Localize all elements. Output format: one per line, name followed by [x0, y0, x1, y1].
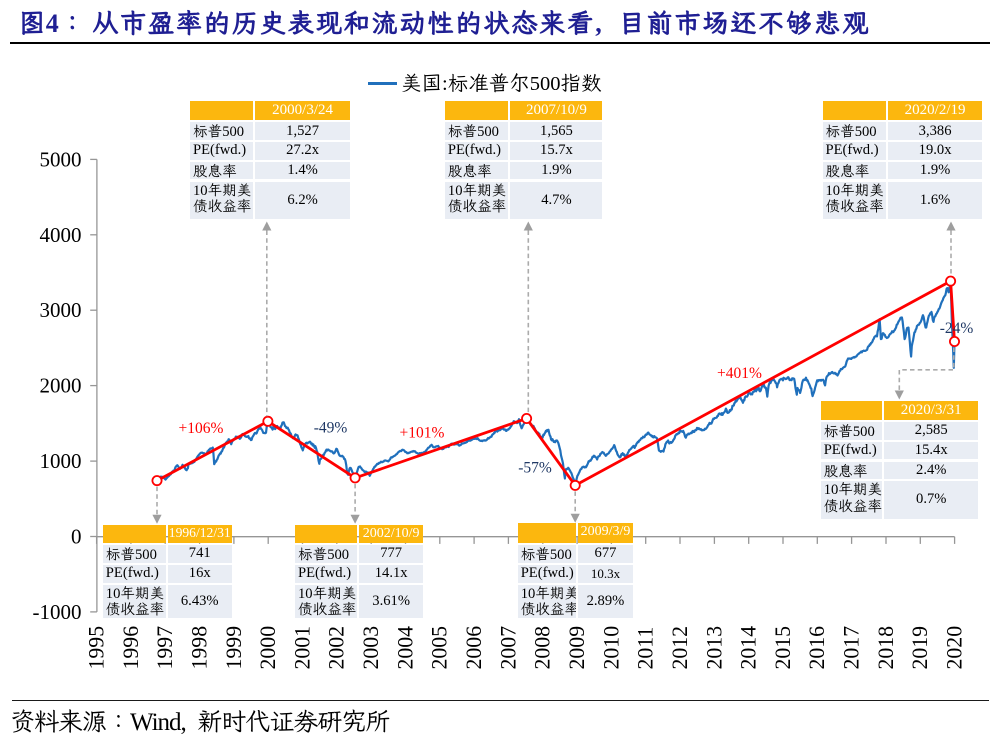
svg-text:2007: 2007 [496, 626, 520, 670]
svg-text:-49%: -49% [314, 420, 348, 437]
svg-text:-24%: -24% [940, 320, 974, 337]
svg-text:-1000: -1000 [33, 600, 82, 624]
svg-text:4000: 4000 [40, 223, 82, 247]
svg-text:-57%: -57% [518, 460, 552, 477]
svg-text:2012: 2012 [668, 626, 692, 670]
svg-text:2011: 2011 [634, 627, 658, 670]
svg-text:5000: 5000 [40, 147, 82, 171]
svg-text:2005: 2005 [428, 626, 452, 670]
svg-text:2013: 2013 [702, 626, 726, 670]
svg-text:+101%: +101% [400, 425, 445, 442]
svg-text:2006: 2006 [462, 626, 486, 670]
svg-text:0: 0 [71, 525, 82, 549]
svg-text:1998: 1998 [188, 626, 212, 670]
svg-text:2016: 2016 [805, 626, 829, 670]
svg-text:2010: 2010 [599, 626, 623, 670]
svg-text:2000: 2000 [40, 374, 82, 398]
svg-text:1997: 1997 [153, 626, 177, 670]
svg-text:2017: 2017 [840, 626, 864, 670]
svg-text:2003: 2003 [359, 626, 383, 670]
svg-text:2009: 2009 [565, 626, 589, 670]
svg-text:2015: 2015 [771, 626, 795, 670]
svg-text:3000: 3000 [40, 298, 82, 322]
svg-text:1000: 1000 [40, 449, 82, 473]
svg-text:2019: 2019 [908, 626, 932, 670]
svg-text:+106%: +106% [179, 420, 224, 437]
svg-text:2004: 2004 [393, 626, 417, 670]
svg-text:1995: 1995 [85, 626, 109, 670]
svg-text:2008: 2008 [531, 626, 555, 670]
svg-text:2002: 2002 [325, 626, 349, 670]
svg-text:2020: 2020 [943, 626, 967, 670]
svg-text:2018: 2018 [874, 626, 898, 670]
svg-text:2014: 2014 [737, 626, 761, 670]
svg-text:2000: 2000 [256, 626, 280, 670]
svg-text:2001: 2001 [290, 626, 314, 670]
svg-text:1996: 1996 [119, 626, 143, 670]
svg-text:1999: 1999 [222, 626, 246, 670]
svg-text:+401%: +401% [717, 365, 762, 382]
